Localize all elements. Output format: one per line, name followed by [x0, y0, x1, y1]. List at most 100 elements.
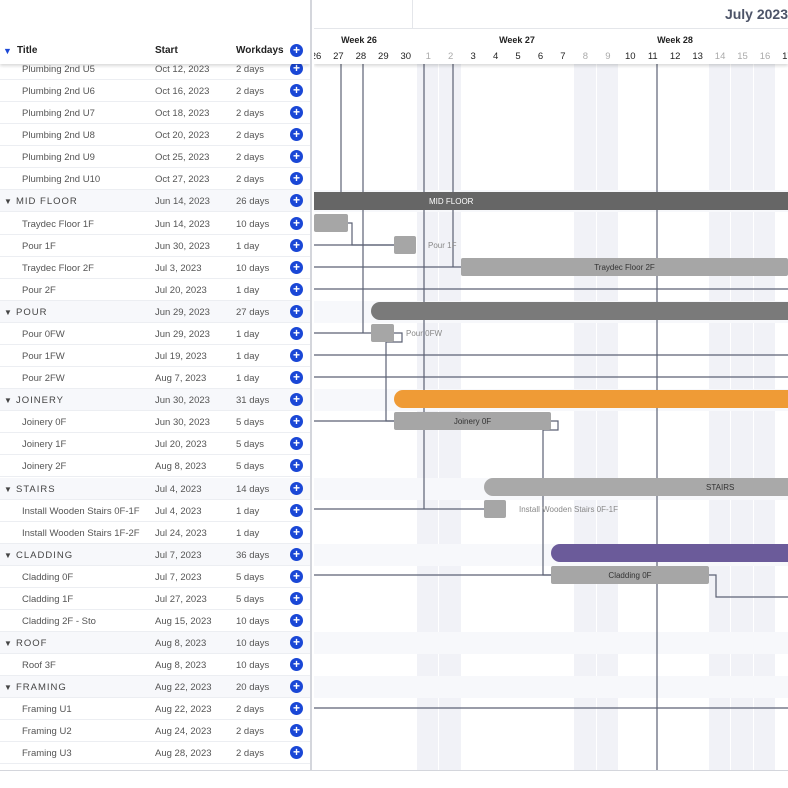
sort-desc-icon[interactable]: ▼	[3, 46, 12, 56]
add-subtask-button[interactable]: +	[290, 614, 303, 627]
summary-bar-pour[interactable]	[371, 302, 788, 320]
table-row[interactable]: Roof 3F Aug 8, 2023 10 days +	[0, 654, 310, 677]
task-start: Aug 22, 2023	[155, 682, 212, 694]
month-label: July 2023	[724, 6, 788, 22]
add-subtask-button[interactable]: +	[290, 304, 303, 318]
collapse-icon[interactable]: ▼	[4, 683, 12, 693]
group-row[interactable]: ▼ JOINERY Jun 30, 2023 31 days +	[0, 389, 310, 412]
collapse-icon[interactable]: ▼	[4, 639, 12, 649]
task-bar-stairs-0f-1f[interactable]	[484, 500, 506, 518]
weekend-shade	[753, 64, 776, 770]
add-subtask-button[interactable]: +	[290, 150, 303, 164]
task-bar-joinery-0f[interactable]: Joinery 0F	[394, 412, 551, 430]
day-label: 7	[560, 51, 566, 62]
table-row[interactable]: Plumbing 2nd U5 Oct 12, 2023 2 days +	[0, 58, 310, 80]
add-subtask-button[interactable]: +	[290, 591, 303, 605]
table-row[interactable]: Plumbing 2nd U9 Oct 25, 2023 2 days +	[0, 146, 310, 169]
add-subtask-button[interactable]: +	[290, 371, 303, 385]
add-subtask-button[interactable]: +	[290, 260, 303, 274]
summary-bar-stairs[interactable]: STAIRS	[484, 478, 788, 496]
add-subtask-button[interactable]: +	[290, 84, 303, 98]
add-subtask-button[interactable]: +	[290, 106, 303, 120]
table-row[interactable]: Pour 2F Jul 20, 2023 1 day +	[0, 279, 310, 301]
table-row[interactable]: Plumbing 2nd U10 Oct 27, 2023 2 days +	[0, 168, 310, 191]
task-bar-traydec-2f[interactable]: Traydec Floor 2F	[461, 258, 788, 276]
table-row[interactable]: Install Wooden Stairs 0F-1F Jul 4, 2023 1 …	[0, 500, 310, 522]
add-subtask-button[interactable]: +	[290, 569, 303, 583]
table-row[interactable]: Pour 2FW Aug 7, 2023 1 day +	[0, 367, 310, 390]
table-row[interactable]: Cladding 2F - Sto Aug 15, 2023 10 days +	[0, 610, 310, 632]
add-subtask-button[interactable]: +	[290, 349, 303, 363]
horizontal-scrollbar-area[interactable]	[0, 770, 788, 788]
collapse-icon[interactable]: ▼	[4, 484, 12, 494]
column-header-workdays[interactable]: Workdays	[236, 45, 284, 56]
add-subtask-button[interactable]: +	[290, 437, 303, 451]
task-title: Framing U2	[22, 726, 72, 738]
table-row[interactable]: Install Wooden Stairs 1F-2F Jul 24, 2023 1…	[0, 522, 310, 544]
table-row[interactable]: Joinery 1F Jul 20, 2023 5 days +	[0, 433, 310, 456]
group-row[interactable]: ▼ FRAMING Aug 22, 2023 20 days +	[0, 676, 310, 699]
add-subtask-button[interactable]: +	[290, 702, 303, 716]
add-subtask-button[interactable]: +	[290, 238, 303, 252]
collapse-icon[interactable]: ▼	[4, 396, 12, 406]
table-row[interactable]: Framing U1 Aug 22, 2023 2 days +	[0, 698, 310, 721]
add-task-button[interactable]: +	[290, 44, 303, 57]
task-start: Jun 29, 2023	[155, 306, 210, 318]
task-workdays: 2 days	[236, 86, 264, 98]
add-subtask-button[interactable]: +	[290, 326, 303, 340]
add-subtask-button[interactable]: +	[290, 658, 303, 672]
task-title: Cladding 1F	[22, 593, 74, 605]
summary-bar-mid-floor[interactable]: MID FLOOR	[314, 192, 788, 210]
task-bar-cladding-0f[interactable]: Cladding 0F	[551, 566, 709, 584]
table-row[interactable]: Pour 1FW Jul 19, 2023 1 day +	[0, 345, 310, 368]
add-subtask-button[interactable]: +	[290, 680, 303, 694]
task-workdays: 2 days	[236, 152, 264, 164]
table-row[interactable]: Cladding 1F Jul 27, 2023 5 days +	[0, 588, 310, 610]
day-label: 16	[759, 51, 771, 62]
table-row[interactable]: Cladding 0F Jul 7, 2023 5 days +	[0, 566, 310, 588]
table-row[interactable]: Framing U3 Aug 28, 2023 2 days +	[0, 742, 310, 765]
add-subtask-button[interactable]: +	[290, 481, 303, 495]
table-row[interactable]: Plumbing 2nd U7 Oct 18, 2023 2 days +	[0, 102, 310, 125]
table-row[interactable]: Plumbing 2nd U6 Oct 16, 2023 2 days +	[0, 80, 310, 103]
table-row[interactable]: Traydec Floor 1F Jun 14, 2023 10 days +	[0, 213, 310, 235]
group-row[interactable]: ▼ STAIRS Jul 4, 2023 14 days +	[0, 477, 310, 500]
table-row[interactable]: Pour 0FW Jun 29, 2023 1 day +	[0, 323, 310, 345]
add-subtask-button[interactable]: +	[290, 393, 303, 407]
task-bar-pour-1f[interactable]	[394, 236, 416, 254]
column-header-title[interactable]: Title	[17, 45, 38, 56]
add-subtask-button[interactable]: +	[290, 128, 303, 142]
add-subtask-button[interactable]: +	[290, 746, 303, 760]
add-subtask-button[interactable]: +	[290, 415, 303, 429]
collapse-icon[interactable]: ▼	[4, 307, 12, 317]
column-header-start[interactable]: Start	[155, 45, 178, 56]
summary-bar-joinery[interactable]	[394, 390, 788, 408]
table-row[interactable]: Joinery 2F Aug 8, 2023 5 days +	[0, 455, 310, 478]
table-row[interactable]: Joinery 0F Jun 30, 2023 5 days +	[0, 411, 310, 434]
add-subtask-button[interactable]: +	[290, 459, 303, 473]
add-subtask-button[interactable]: +	[290, 194, 303, 208]
summary-bar-cladding[interactable]	[551, 544, 788, 562]
add-subtask-button[interactable]: +	[290, 62, 303, 75]
add-subtask-button[interactable]: +	[290, 547, 303, 561]
add-subtask-button[interactable]: +	[290, 503, 303, 517]
add-subtask-button[interactable]: +	[290, 282, 303, 296]
group-row[interactable]: ▼ CLADDING Jul 7, 2023 36 days +	[0, 543, 310, 566]
collapse-icon[interactable]: ▼	[4, 197, 12, 207]
group-row[interactable]: ▼ ROOF Aug 8, 2023 10 days +	[0, 632, 310, 655]
task-bar-pour-0fw[interactable]	[371, 324, 394, 342]
table-row[interactable]: Pour 1F Jun 30, 2023 1 day +	[0, 235, 310, 257]
add-subtask-button[interactable]: +	[290, 525, 303, 539]
table-row[interactable]: Traydec Floor 2F Jul 3, 2023 10 days +	[0, 257, 310, 279]
table-row[interactable]: Framing U2 Aug 24, 2023 2 days +	[0, 720, 310, 743]
add-subtask-button[interactable]: +	[290, 172, 303, 186]
task-bar-traydec-1f[interactable]	[314, 214, 348, 232]
collapse-icon[interactable]: ▼	[4, 550, 12, 560]
add-subtask-button[interactable]: +	[290, 636, 303, 650]
group-row[interactable]: ▼ MID FLOOR Jun 14, 2023 26 days +	[0, 190, 310, 213]
add-subtask-button[interactable]: +	[290, 724, 303, 738]
table-row[interactable]: Plumbing 2nd U8 Oct 20, 2023 2 days +	[0, 124, 310, 147]
add-subtask-button[interactable]: +	[290, 216, 303, 230]
group-row[interactable]: ▼ POUR Jun 29, 2023 27 days +	[0, 300, 310, 323]
task-start: Jul 20, 2023	[155, 439, 207, 451]
